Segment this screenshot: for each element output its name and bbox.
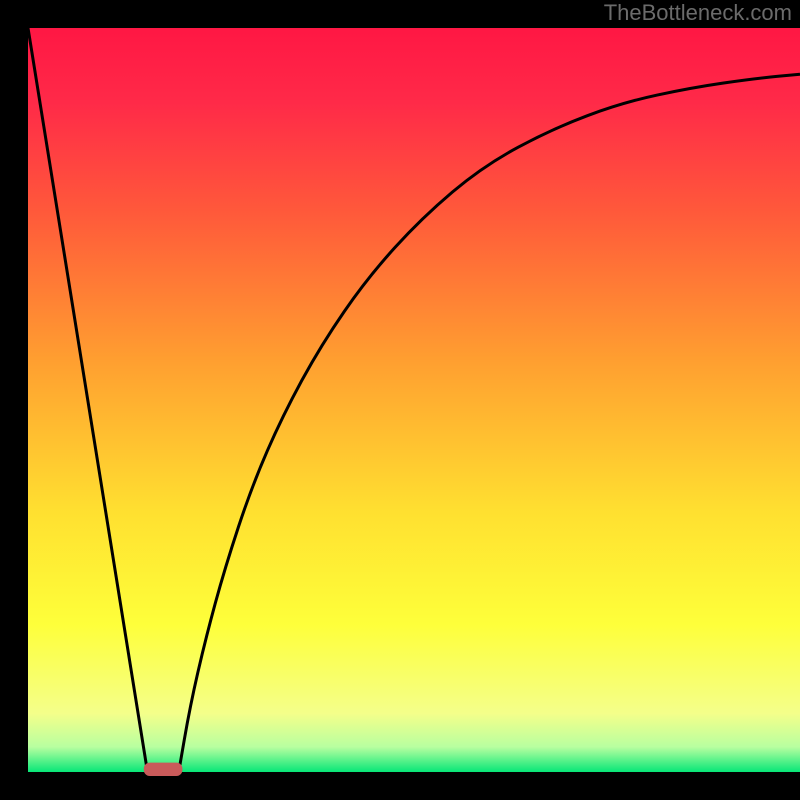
frame-bottom: [0, 772, 800, 800]
watermark-text: TheBottleneck.com: [604, 0, 792, 26]
plot-background: [28, 28, 800, 773]
bottleneck-chart: [0, 0, 800, 800]
optimal-marker: [144, 763, 183, 776]
frame-left: [0, 0, 28, 800]
chart-container: TheBottleneck.com: [0, 0, 800, 800]
